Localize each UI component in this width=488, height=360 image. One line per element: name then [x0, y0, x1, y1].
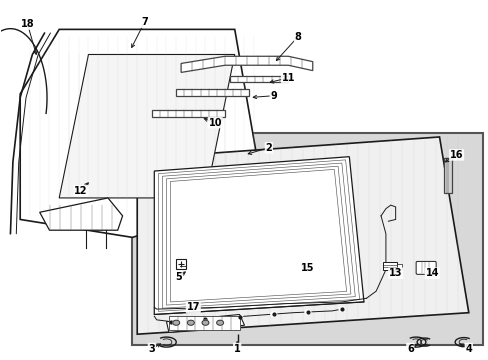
Polygon shape [154, 157, 363, 315]
Polygon shape [59, 54, 234, 198]
Text: 13: 13 [388, 268, 402, 278]
Text: 10: 10 [208, 118, 222, 128]
Polygon shape [152, 110, 224, 117]
Bar [396, 264, 401, 269]
Circle shape [236, 315, 242, 319]
Text: 16: 16 [449, 150, 463, 160]
Text: 11: 11 [281, 73, 295, 83]
Circle shape [305, 310, 310, 314]
Circle shape [202, 320, 208, 325]
Text: 5: 5 [175, 272, 182, 282]
Circle shape [187, 320, 194, 325]
Circle shape [270, 312, 276, 316]
Bar [444, 158, 451, 193]
Polygon shape [40, 198, 122, 230]
Polygon shape [137, 137, 468, 334]
Polygon shape [166, 315, 244, 332]
Polygon shape [229, 76, 288, 82]
Text: 6: 6 [406, 343, 413, 354]
Circle shape [338, 307, 344, 311]
FancyBboxPatch shape [415, 261, 435, 274]
Polygon shape [181, 56, 312, 72]
Circle shape [168, 319, 174, 324]
Text: 1: 1 [233, 343, 240, 354]
Polygon shape [20, 30, 264, 237]
Text: 9: 9 [270, 91, 277, 101]
Polygon shape [176, 89, 249, 96]
Circle shape [202, 317, 208, 321]
Bar [168, 316, 239, 330]
Text: 4: 4 [465, 343, 471, 354]
Text: 2: 2 [265, 143, 272, 153]
Text: 3: 3 [148, 343, 155, 354]
Text: 12: 12 [74, 186, 88, 196]
Text: 15: 15 [301, 263, 314, 273]
Circle shape [172, 320, 179, 325]
Circle shape [216, 320, 223, 325]
Text: 18: 18 [20, 19, 34, 29]
Bar [383, 262, 396, 270]
Text: 14: 14 [425, 268, 438, 278]
Text: 7: 7 [141, 17, 147, 27]
Text: 8: 8 [294, 32, 301, 41]
Text: 17: 17 [186, 302, 200, 312]
Bar [132, 134, 483, 345]
